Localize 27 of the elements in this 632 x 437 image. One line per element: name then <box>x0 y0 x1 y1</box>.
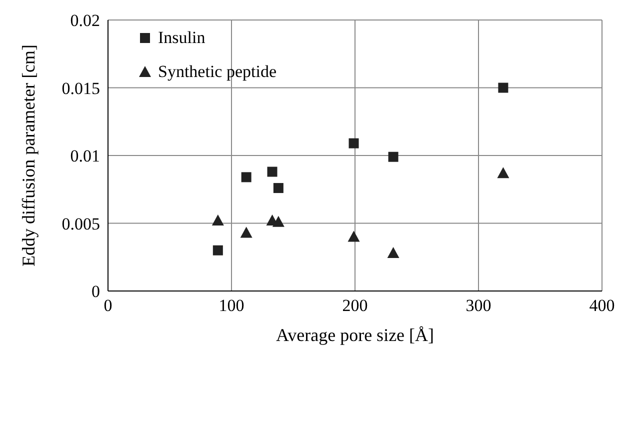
point <box>267 166 278 177</box>
point <box>387 247 400 258</box>
point <box>212 214 224 226</box>
y-tick-label: 0.01 <box>70 146 100 166</box>
y-tick-label: 0 <box>92 282 100 302</box>
x-tick-label: 200 <box>342 296 368 316</box>
point <box>212 245 223 256</box>
point <box>348 230 360 242</box>
point <box>498 82 508 93</box>
point <box>240 226 252 238</box>
point <box>241 172 252 182</box>
point <box>388 152 398 162</box>
point <box>273 183 284 194</box>
x-tick-label: 400 <box>589 296 615 316</box>
legend-label: Insulin <box>158 28 206 48</box>
y-tick-label: 0.015 <box>62 78 100 98</box>
y-axis-title: Eddy diffusion parameter [cm] <box>18 44 38 267</box>
x-tick-label: 0 <box>104 296 112 316</box>
y-tick-label: 0.005 <box>62 214 100 234</box>
point <box>272 216 284 227</box>
x-tick-label: 300 <box>466 296 492 316</box>
legend-label: Synthetic peptide <box>158 62 277 82</box>
x-axis-title: Average pore size [Å] <box>276 325 434 345</box>
x-tick-label: 100 <box>218 296 244 316</box>
point <box>497 167 510 178</box>
point <box>348 138 359 148</box>
y-tick-label: 0.02 <box>70 11 100 30</box>
